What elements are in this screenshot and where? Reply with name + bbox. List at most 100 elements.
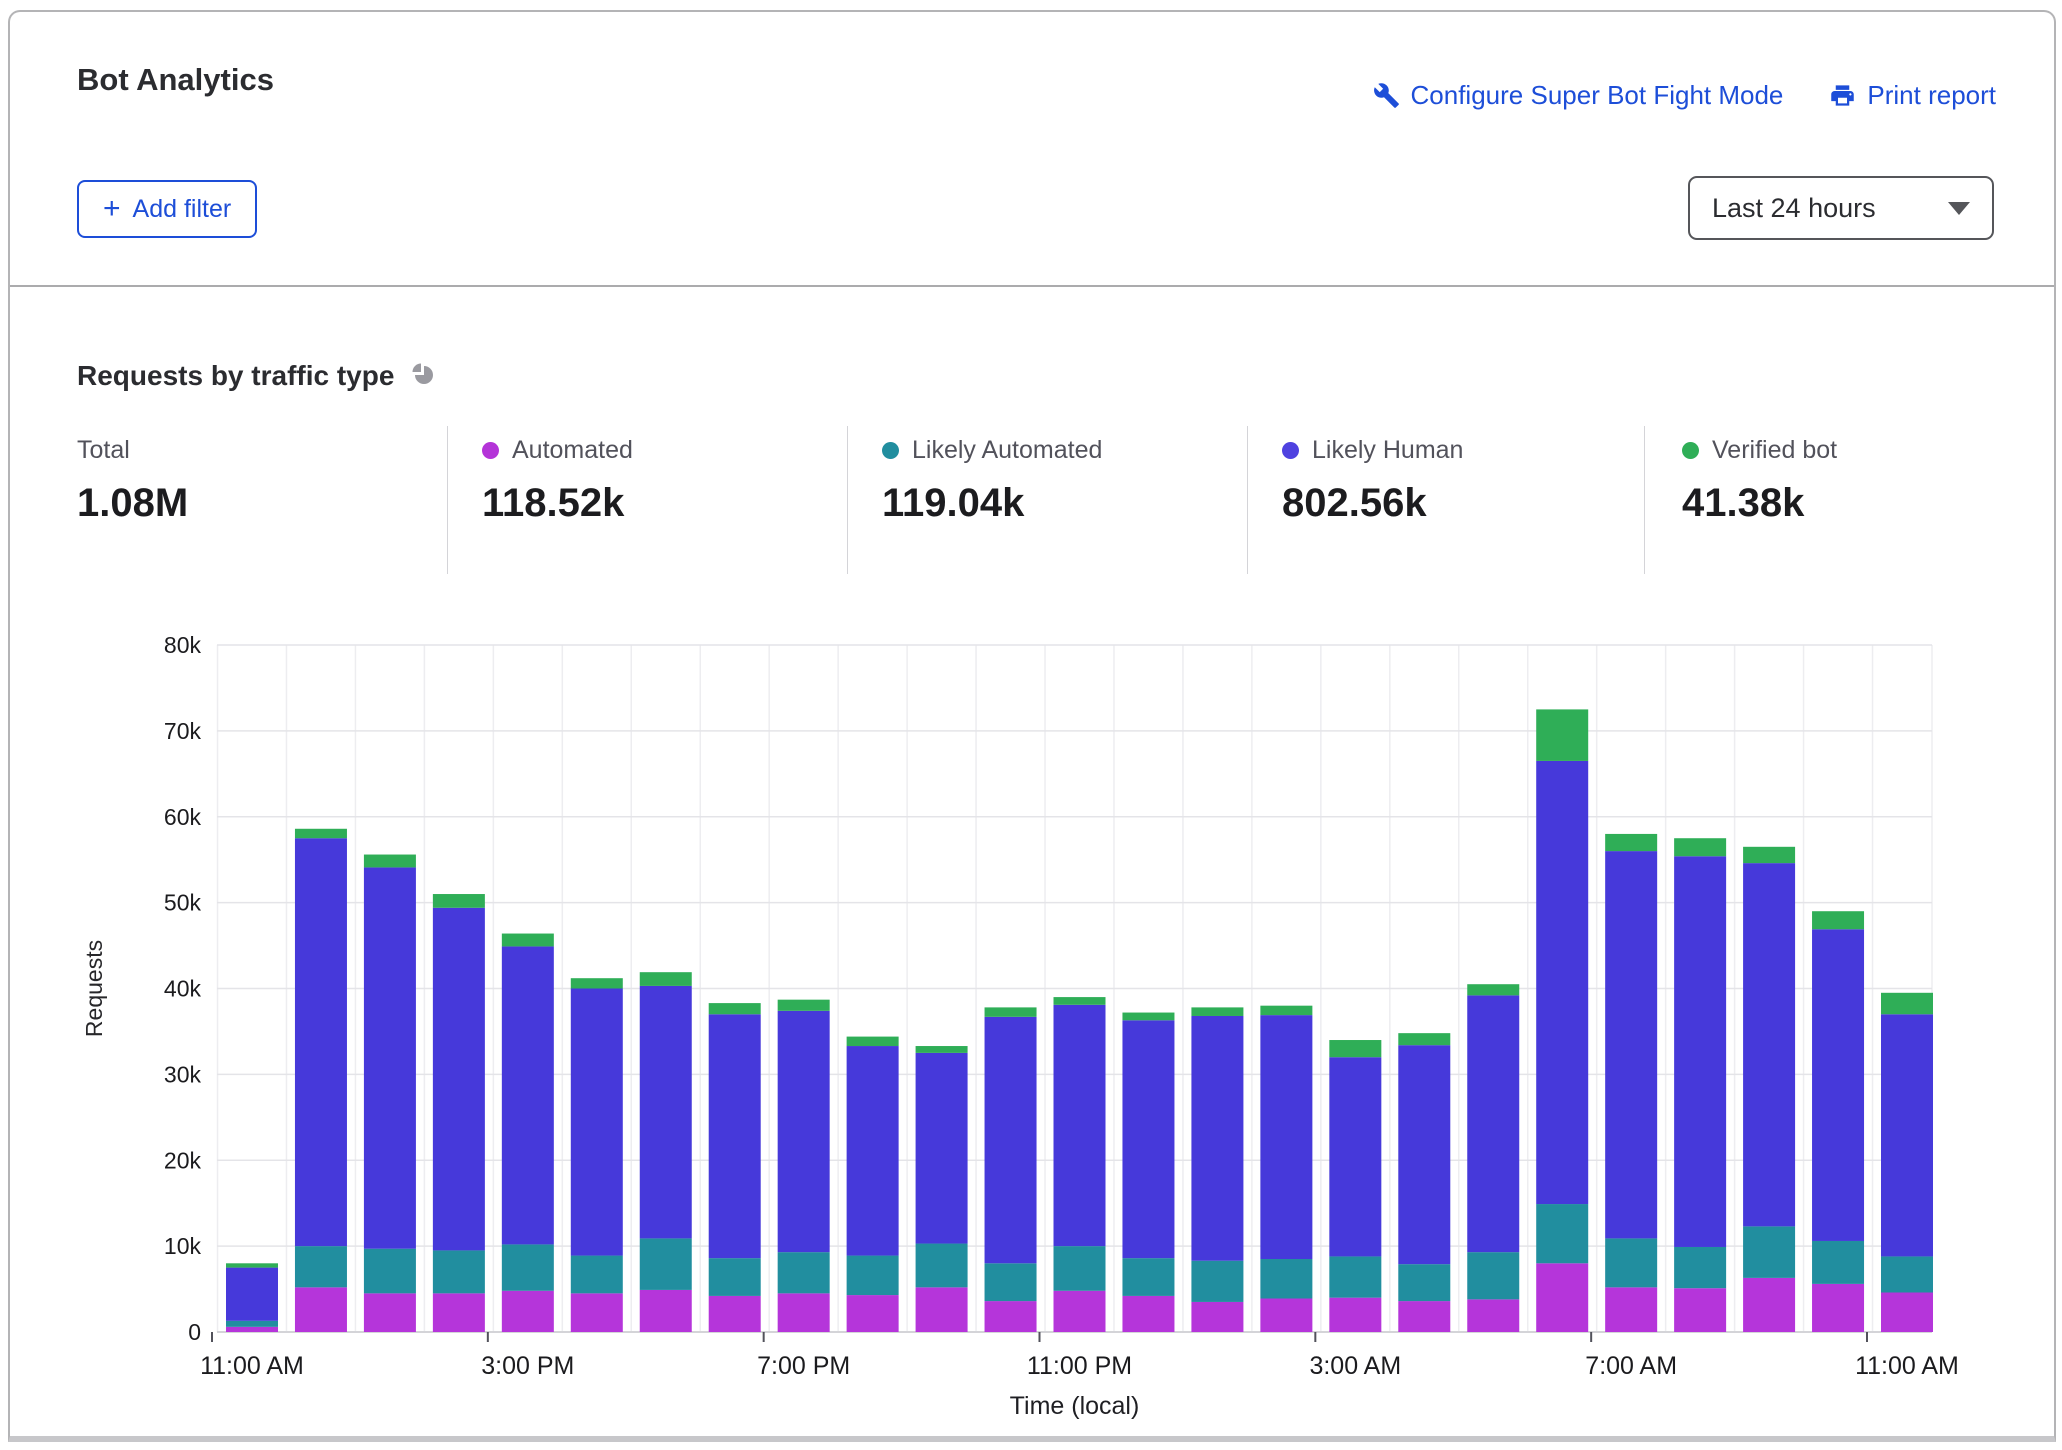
- bar-segment-likely-automated[interactable]: [1881, 1256, 1933, 1292]
- bar-segment-likely-human[interactable]: [1329, 1057, 1381, 1256]
- bar-segment-likely-human[interactable]: [571, 989, 623, 1256]
- bar-segment-likely-human[interactable]: [1467, 995, 1519, 1252]
- bar-segment-likely-automated[interactable]: [1191, 1261, 1243, 1302]
- bar-segment-verified-bot[interactable]: [1674, 838, 1726, 856]
- bar-segment-verified-bot[interactable]: [1605, 834, 1657, 851]
- bar-segment-likely-automated[interactable]: [1329, 1256, 1381, 1297]
- bar-segment-verified-bot[interactable]: [709, 1003, 761, 1014]
- bar-segment-automated[interactable]: [226, 1327, 278, 1332]
- bar-segment-automated[interactable]: [1674, 1288, 1726, 1332]
- print-report-link[interactable]: Print report: [1829, 80, 1996, 111]
- bar-segment-likely-automated[interactable]: [916, 1244, 968, 1288]
- bar-segment-likely-automated[interactable]: [1260, 1259, 1312, 1299]
- bar-segment-likely-human[interactable]: [1398, 1045, 1450, 1264]
- add-filter-button[interactable]: + Add filter: [77, 180, 257, 238]
- time-range-select[interactable]: Last 24 hours: [1688, 176, 1994, 240]
- bar-segment-likely-human[interactable]: [1191, 1016, 1243, 1261]
- bar-segment-verified-bot[interactable]: [1881, 993, 1933, 1014]
- bar-segment-automated[interactable]: [364, 1293, 416, 1332]
- bar-segment-automated[interactable]: [640, 1290, 692, 1332]
- bar-segment-verified-bot[interactable]: [571, 978, 623, 988]
- bar-segment-verified-bot[interactable]: [1536, 709, 1588, 761]
- bar-segment-likely-automated[interactable]: [640, 1238, 692, 1290]
- bar-segment-likely-human[interactable]: [1743, 863, 1795, 1226]
- bar-segment-verified-bot[interactable]: [1122, 1013, 1174, 1021]
- bar-segment-verified-bot[interactable]: [364, 855, 416, 868]
- bar-segment-likely-human[interactable]: [916, 1053, 968, 1244]
- bar-segment-likely-human[interactable]: [1812, 929, 1864, 1241]
- bar-segment-likely-human[interactable]: [502, 946, 554, 1244]
- bar-segment-automated[interactable]: [778, 1293, 830, 1332]
- bar-segment-likely-automated[interactable]: [1536, 1204, 1588, 1263]
- bar-segment-automated[interactable]: [1743, 1278, 1795, 1332]
- bar-segment-verified-bot[interactable]: [226, 1263, 278, 1267]
- bar-segment-likely-human[interactable]: [847, 1046, 899, 1256]
- bar-segment-likely-human[interactable]: [1605, 851, 1657, 1238]
- bar-segment-likely-automated[interactable]: [1743, 1226, 1795, 1278]
- bar-segment-automated[interactable]: [1812, 1284, 1864, 1332]
- bar-segment-automated[interactable]: [709, 1296, 761, 1332]
- bar-segment-likely-human[interactable]: [1674, 856, 1726, 1247]
- bar-segment-likely-human[interactable]: [985, 1017, 1037, 1263]
- bar-segment-likely-automated[interactable]: [847, 1256, 899, 1296]
- bar-segment-likely-automated[interactable]: [1054, 1246, 1106, 1291]
- bar-segment-verified-bot[interactable]: [1467, 984, 1519, 995]
- bar-segment-verified-bot[interactable]: [1812, 911, 1864, 929]
- bar-segment-likely-automated[interactable]: [433, 1250, 485, 1293]
- bar-segment-automated[interactable]: [985, 1301, 1037, 1332]
- bar-segment-likely-human[interactable]: [364, 867, 416, 1248]
- bar-segment-likely-automated[interactable]: [295, 1246, 347, 1287]
- bar-segment-verified-bot[interactable]: [1260, 1006, 1312, 1015]
- bar-segment-likely-human[interactable]: [1260, 1015, 1312, 1259]
- bar-segment-likely-automated[interactable]: [502, 1244, 554, 1290]
- bar-segment-verified-bot[interactable]: [985, 1007, 1037, 1016]
- bar-segment-automated[interactable]: [1122, 1296, 1174, 1332]
- bar-segment-likely-automated[interactable]: [1398, 1264, 1450, 1301]
- bar-segment-verified-bot[interactable]: [847, 1037, 899, 1046]
- bar-segment-automated[interactable]: [1536, 1263, 1588, 1332]
- bar-segment-likely-human[interactable]: [709, 1014, 761, 1258]
- bar-segment-likely-automated[interactable]: [226, 1321, 278, 1327]
- bar-segment-automated[interactable]: [1467, 1299, 1519, 1332]
- bar-segment-likely-automated[interactable]: [1605, 1238, 1657, 1287]
- bar-segment-likely-automated[interactable]: [364, 1249, 416, 1294]
- bar-segment-verified-bot[interactable]: [916, 1046, 968, 1053]
- bar-segment-verified-bot[interactable]: [433, 894, 485, 908]
- bar-segment-likely-automated[interactable]: [709, 1258, 761, 1296]
- bar-segment-verified-bot[interactable]: [640, 972, 692, 986]
- bar-segment-automated[interactable]: [571, 1293, 623, 1332]
- bar-segment-likely-automated[interactable]: [1467, 1252, 1519, 1299]
- bar-segment-likely-automated[interactable]: [1674, 1247, 1726, 1288]
- bar-segment-likely-human[interactable]: [1054, 1005, 1106, 1246]
- bar-segment-automated[interactable]: [1398, 1301, 1450, 1332]
- bar-segment-automated[interactable]: [1881, 1292, 1933, 1332]
- bar-segment-automated[interactable]: [295, 1287, 347, 1332]
- bar-segment-verified-bot[interactable]: [1191, 1007, 1243, 1016]
- bar-segment-likely-human[interactable]: [1536, 761, 1588, 1204]
- bar-segment-automated[interactable]: [502, 1291, 554, 1332]
- bar-segment-likely-automated[interactable]: [1122, 1258, 1174, 1296]
- bar-segment-automated[interactable]: [916, 1287, 968, 1332]
- bar-segment-likely-automated[interactable]: [778, 1252, 830, 1293]
- bar-segment-automated[interactable]: [1191, 1302, 1243, 1332]
- bar-segment-likely-human[interactable]: [778, 1011, 830, 1252]
- bar-segment-automated[interactable]: [1329, 1298, 1381, 1332]
- bar-segment-likely-human[interactable]: [295, 838, 347, 1246]
- bar-segment-likely-automated[interactable]: [1812, 1241, 1864, 1284]
- bar-segment-verified-bot[interactable]: [1398, 1033, 1450, 1045]
- bar-segment-likely-human[interactable]: [433, 908, 485, 1251]
- bar-segment-likely-automated[interactable]: [985, 1263, 1037, 1301]
- bar-segment-automated[interactable]: [433, 1293, 485, 1332]
- bar-segment-verified-bot[interactable]: [295, 829, 347, 838]
- configure-super-bot-fight-mode-link[interactable]: Configure Super Bot Fight Mode: [1373, 80, 1784, 111]
- bar-segment-automated[interactable]: [1054, 1291, 1106, 1332]
- bar-segment-automated[interactable]: [847, 1295, 899, 1332]
- bar-segment-likely-automated[interactable]: [571, 1256, 623, 1294]
- bar-segment-likely-human[interactable]: [640, 986, 692, 1238]
- bar-segment-likely-human[interactable]: [1881, 1014, 1933, 1256]
- bar-segment-verified-bot[interactable]: [502, 934, 554, 947]
- bar-segment-likely-human[interactable]: [226, 1268, 278, 1321]
- bar-segment-automated[interactable]: [1260, 1299, 1312, 1332]
- bar-segment-verified-bot[interactable]: [1054, 997, 1106, 1005]
- bar-segment-verified-bot[interactable]: [778, 1000, 830, 1011]
